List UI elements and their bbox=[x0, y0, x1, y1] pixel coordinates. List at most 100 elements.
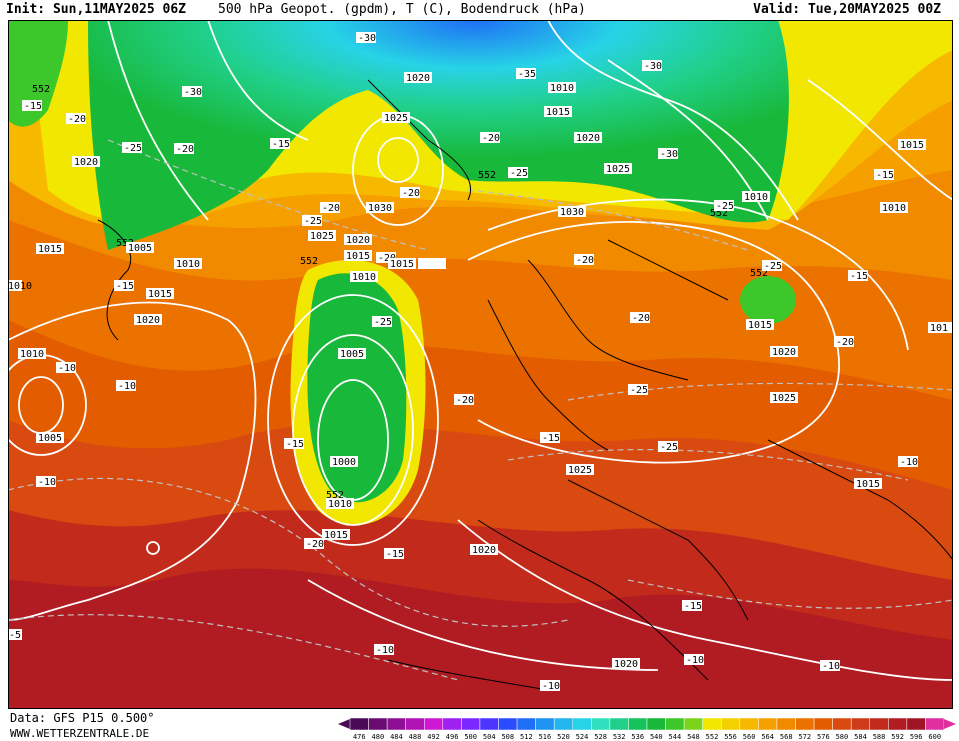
pressure-label: 1025 bbox=[384, 113, 408, 124]
legend-tick-label: 544 bbox=[669, 733, 682, 740]
temp-label: -15 bbox=[876, 170, 894, 181]
legend-tick-label: 560 bbox=[743, 733, 756, 740]
geopot-label: 552 bbox=[116, 238, 134, 249]
cutoff-low-inner bbox=[307, 273, 407, 503]
pressure-label: 1005 bbox=[128, 243, 152, 254]
pressure-label: 1020 bbox=[136, 315, 160, 326]
legend-tick-label: 552 bbox=[706, 733, 719, 740]
geopot-label: 552 bbox=[326, 490, 344, 501]
legend-arrow-right bbox=[944, 719, 956, 729]
pressure-label: 1020 bbox=[346, 235, 370, 246]
pressure-label: 101 bbox=[930, 323, 948, 334]
temp-label: -20 bbox=[402, 188, 420, 199]
temp-label: -15 bbox=[684, 601, 702, 612]
legend-tick-label: 504 bbox=[483, 733, 496, 740]
map-header: Init: Sun,11MAY2025 06Z 500 hPa Geopot. … bbox=[0, 0, 959, 20]
legend-swatch bbox=[758, 717, 778, 731]
legend-swatch bbox=[424, 717, 444, 731]
geopot-label: 552 bbox=[710, 208, 728, 219]
legend-tick-label: 480 bbox=[372, 733, 385, 740]
temp-label: -20 bbox=[836, 337, 854, 348]
legend-tick-label: 520 bbox=[557, 733, 570, 740]
pressure-label: 1015 bbox=[546, 107, 570, 118]
temp-label: -15 bbox=[286, 439, 304, 450]
legend-tick-label: 476 bbox=[353, 733, 366, 740]
legend-tick-label: 556 bbox=[724, 733, 737, 740]
temp-label: -25 bbox=[630, 385, 648, 396]
map-title: 500 hPa Geopot. (gpdm), T (C), Bodendruc… bbox=[218, 2, 586, 17]
temp-label: -15 bbox=[850, 271, 868, 282]
legend-tick-label: 528 bbox=[594, 733, 607, 740]
temp-label: -30 bbox=[660, 149, 678, 160]
temp-label: -25 bbox=[304, 216, 322, 227]
map-frame bbox=[8, 20, 953, 709]
geopot-label: 552 bbox=[750, 268, 768, 279]
legend-swatch bbox=[516, 717, 536, 731]
temp-label: -10 bbox=[822, 661, 840, 672]
legend-swatch bbox=[368, 717, 388, 731]
pressure-label: 1025 bbox=[310, 231, 334, 242]
legend-tick-label: 512 bbox=[520, 733, 533, 740]
geopotential-labels: 552 552 552 552 552 552 552 bbox=[32, 84, 768, 501]
pressure-label: 1010 bbox=[882, 203, 906, 214]
legend-tick-label: 576 bbox=[817, 733, 830, 740]
pressure-label: 1015 bbox=[856, 479, 880, 490]
temp-label: -20 bbox=[632, 313, 650, 324]
pressure-label: 1015 bbox=[148, 289, 172, 300]
temp-label: -25 bbox=[660, 442, 678, 453]
legend-swatch bbox=[479, 717, 499, 731]
weather-map: 552 552 552 552 552 552 552 -15 -20 -25 … bbox=[8, 20, 953, 709]
temp-label: -35 bbox=[518, 69, 536, 80]
legend-tick-label: 488 bbox=[409, 733, 422, 740]
temp-label: -10 bbox=[686, 655, 704, 666]
legend-tick-label: 516 bbox=[539, 733, 552, 740]
legend-swatch bbox=[683, 717, 703, 731]
temp-label: -25 bbox=[124, 143, 142, 154]
temp-label: -5 bbox=[9, 630, 21, 641]
data-source: Data: GFS P15 0.500° bbox=[10, 711, 155, 725]
legend-swatch bbox=[721, 717, 741, 731]
legend-tick-label: 572 bbox=[798, 733, 811, 740]
legend-swatch bbox=[739, 717, 759, 731]
legend-tick-label: 584 bbox=[854, 733, 867, 740]
legend-swatch bbox=[813, 717, 833, 731]
temp-label: -10 bbox=[376, 645, 394, 656]
pressure-label: 1010 bbox=[8, 281, 32, 292]
legend-swatch bbox=[553, 717, 573, 731]
temp-label: -20 bbox=[456, 395, 474, 406]
legend-swatch bbox=[795, 717, 815, 731]
temp-label: -20 bbox=[482, 133, 500, 144]
legend-swatch bbox=[461, 717, 481, 731]
pressure-label: 1015 bbox=[38, 244, 62, 255]
temp-label: -10 bbox=[542, 681, 560, 692]
map-footer: Data: GFS P15 0.500° WWW.WETTERZENTRALE.… bbox=[0, 709, 959, 741]
pressure-label: 1025 bbox=[568, 465, 592, 476]
temp-label: -25 bbox=[374, 317, 392, 328]
pressure-label: 1025 bbox=[606, 164, 630, 175]
pressure-labels: 1020 1015 1005 1010 1015 1020 1010 1005 … bbox=[8, 72, 953, 670]
legend-tick-label: 592 bbox=[891, 733, 904, 740]
temp-label: -20 bbox=[378, 253, 396, 264]
legend-tick-label: 536 bbox=[631, 733, 644, 740]
legend-tick-label: 600 bbox=[928, 733, 941, 740]
temperature-labels: -15 -20 -25 -20 -30 -30 -35 -30 -30 -25 … bbox=[8, 32, 918, 692]
pressure-label: 1020 bbox=[614, 659, 638, 670]
legend-swatch bbox=[646, 717, 666, 731]
pressure-label: 1010 bbox=[550, 83, 574, 94]
legend-swatch bbox=[535, 717, 555, 731]
pressure-label: 1005 bbox=[340, 349, 364, 360]
pressure-label: 1020 bbox=[74, 157, 98, 168]
temp-label: -20 bbox=[576, 255, 594, 266]
temp-label: -10 bbox=[58, 363, 76, 374]
temp-label: -20 bbox=[322, 203, 340, 214]
init-time: Init: Sun,11MAY2025 06Z bbox=[6, 2, 187, 17]
pressure-label: 1010 bbox=[352, 272, 376, 283]
temp-label: -15 bbox=[116, 281, 134, 292]
pressure-label: 1020 bbox=[406, 73, 430, 84]
pressure-label: 1020 bbox=[772, 347, 796, 358]
legend-tick-label: 532 bbox=[613, 733, 626, 740]
color-legend: 476 480 484 488 492 496 500 504 508 512 516 520 524 5… bbox=[338, 717, 956, 740]
legend-tick-label: 524 bbox=[576, 733, 589, 740]
legend-swatch bbox=[869, 717, 889, 731]
pressure-label: 1025 bbox=[772, 393, 796, 404]
